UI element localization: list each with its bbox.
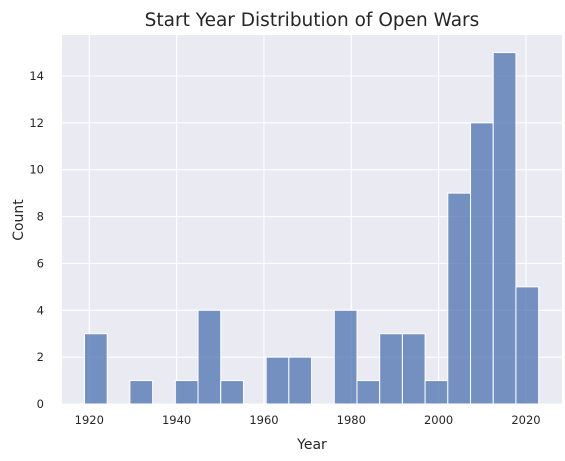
- y-axis-label: Count: [11, 199, 27, 241]
- y-tick-label: 6: [37, 256, 44, 270]
- histogram-bar: [424, 380, 449, 405]
- y-tick-label: 0: [37, 397, 44, 411]
- histogram-bar: [83, 333, 108, 405]
- y-tick-label: 8: [37, 210, 44, 224]
- histogram-bar: [492, 52, 517, 405]
- y-tick-label: 2: [37, 350, 44, 364]
- histogram-bar: [333, 309, 358, 405]
- x-tick-label: 1920: [75, 413, 104, 427]
- histogram-bar: [220, 380, 244, 405]
- histogram-bar: [265, 356, 290, 405]
- x-tick-label: 2020: [511, 413, 540, 427]
- x-tick-labels: 1920 1940 1960 1980 2000 2020: [75, 413, 541, 427]
- histogram-bar: [288, 356, 313, 405]
- x-tick-label: 1980: [337, 413, 366, 427]
- x-tick-label: 1940: [162, 413, 191, 427]
- x-tick-label: 2000: [424, 413, 453, 427]
- y-tick-label: 4: [37, 303, 44, 317]
- histogram-bar: [379, 333, 403, 405]
- x-tick-label: 1960: [249, 413, 278, 427]
- x-axis-label: Year: [296, 437, 327, 453]
- chart-title: Start Year Distribution of Open Wars: [145, 10, 480, 31]
- histogram-bar: [174, 380, 199, 405]
- bars: [83, 52, 540, 405]
- histogram-bar: [356, 380, 381, 405]
- histogram-bar: [470, 122, 494, 405]
- y-tick-label: 12: [29, 116, 44, 130]
- y-tick-label: 14: [29, 69, 44, 83]
- histogram-bar: [515, 286, 540, 405]
- histogram-bar: [197, 309, 222, 405]
- y-tick-label: 10: [29, 163, 44, 177]
- histogram-bar: [129, 380, 154, 405]
- histogram-bar: [401, 333, 426, 405]
- histogram-bar: [447, 192, 472, 405]
- y-tick-labels: 0 2 4 6 8 10 12 14: [29, 69, 44, 411]
